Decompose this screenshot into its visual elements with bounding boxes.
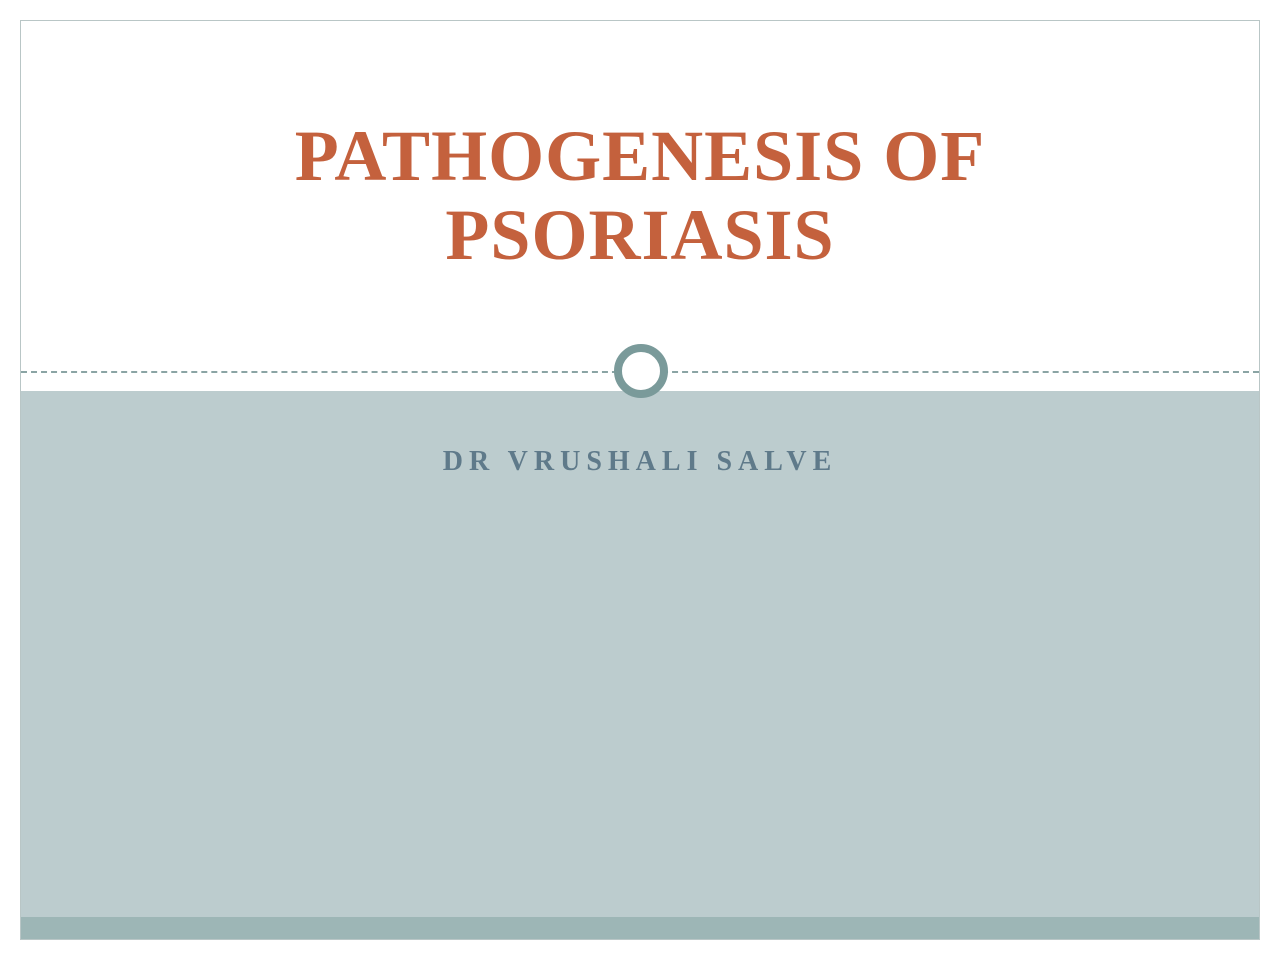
lower-region: DR VRUSHALI SALVE xyxy=(21,391,1259,939)
slide: PATHOGENESIS OF PSORIASIS DR VRUSHALI SA… xyxy=(0,0,1280,960)
title-region: PATHOGENESIS OF PSORIASIS xyxy=(21,21,1259,371)
divider-circle-icon xyxy=(614,344,668,398)
bottom-accent-bar xyxy=(21,917,1259,939)
author-name: DR VRUSHALI SALVE xyxy=(21,446,1259,478)
title-line-1: PATHOGENESIS OF xyxy=(295,116,985,196)
title-line-2: PSORIASIS xyxy=(445,195,834,275)
slide-frame: PATHOGENESIS OF PSORIASIS DR VRUSHALI SA… xyxy=(20,20,1260,940)
slide-title: PATHOGENESIS OF PSORIASIS xyxy=(295,117,985,275)
